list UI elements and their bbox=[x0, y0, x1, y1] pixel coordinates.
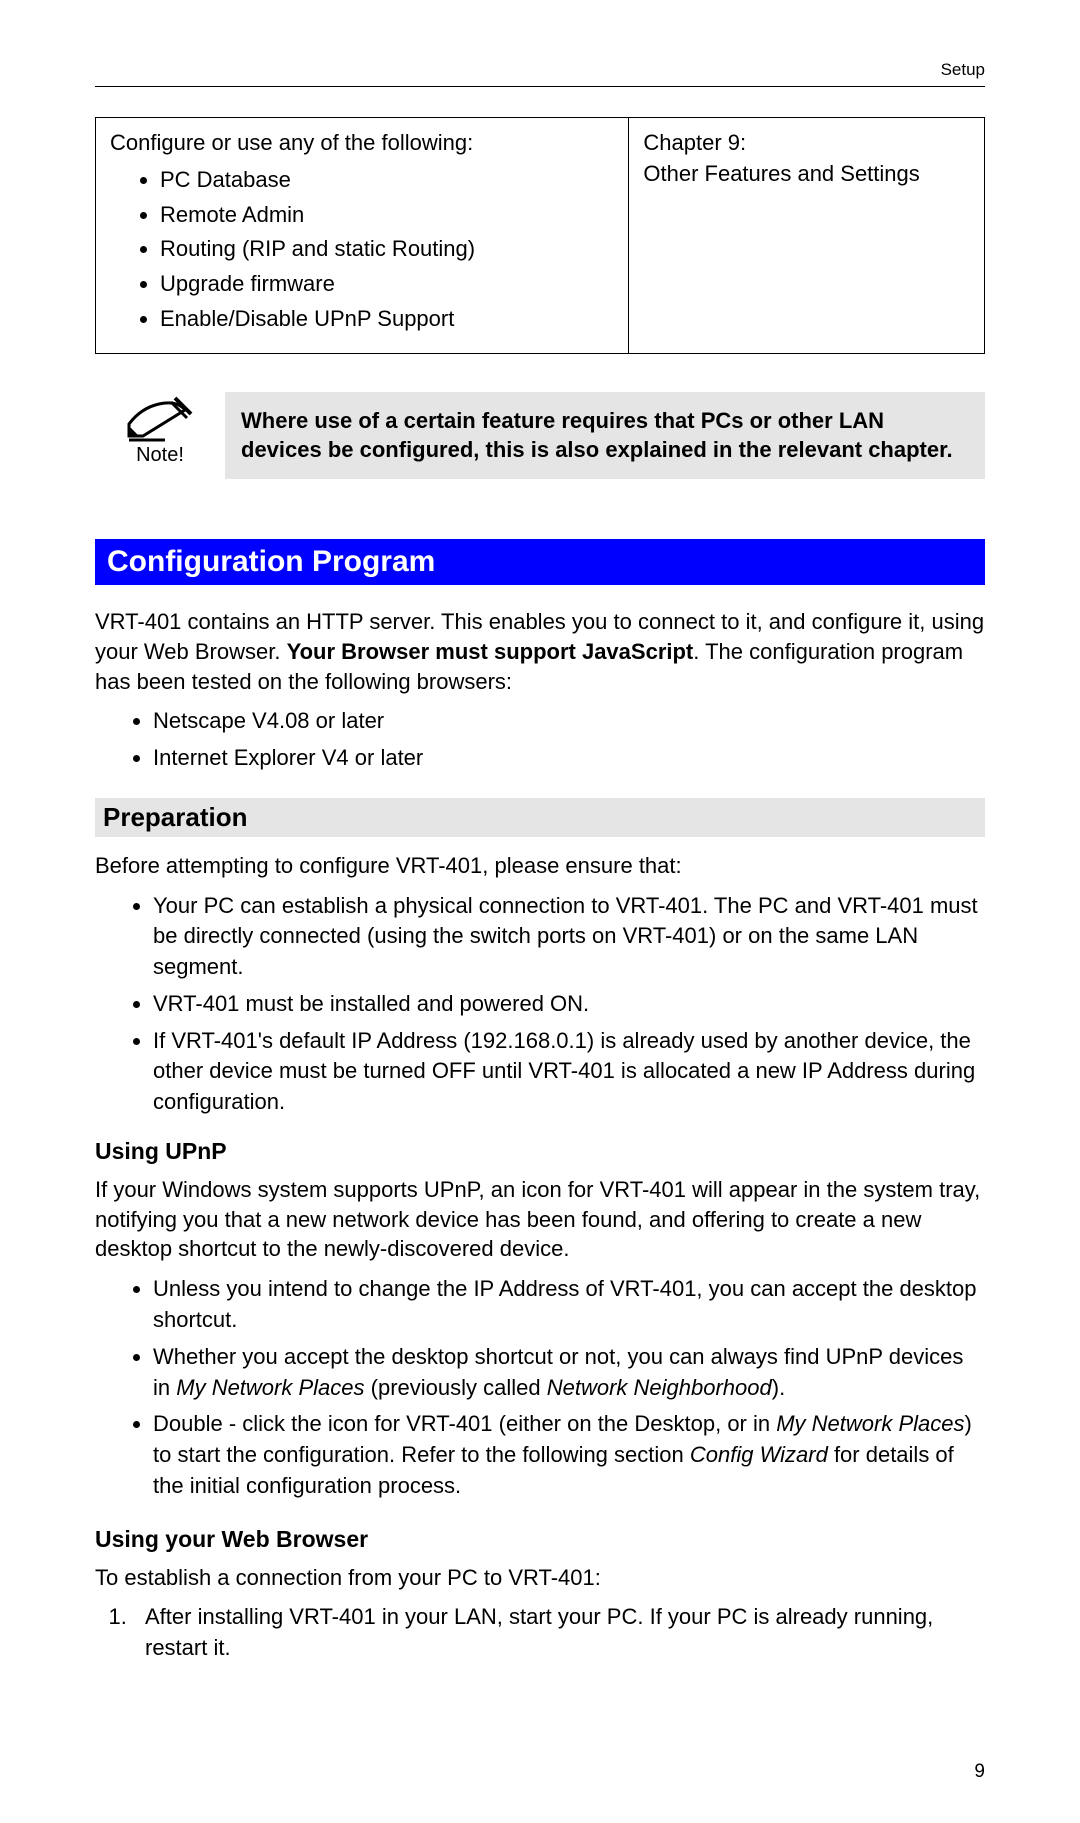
browser-list: Netscape V4.08 or later Internet Explore… bbox=[95, 706, 985, 774]
preparation-item: Your PC can establish a physical connect… bbox=[153, 891, 985, 983]
upnp-item: Whether you accept the desktop shortcut … bbox=[153, 1342, 985, 1404]
chapter-reference: Chapter 9: Other Features and Settings bbox=[643, 130, 919, 186]
upnp-item: Double - click the icon for VRT-401 (eit… bbox=[153, 1409, 985, 1501]
feature-item: Remote Admin bbox=[160, 200, 614, 231]
feature-item: PC Database bbox=[160, 165, 614, 196]
note-label: Note! bbox=[95, 444, 225, 467]
header-rule bbox=[95, 86, 985, 87]
heading-using-upnp: Using UPnP bbox=[95, 1138, 985, 1165]
features-table-left: Configure or use any of the following: P… bbox=[96, 118, 629, 354]
config-intro-bold: Your Browser must support JavaScript bbox=[287, 639, 694, 664]
preparation-item: If VRT-401's default IP Address (192.168… bbox=[153, 1026, 985, 1118]
preparation-list: Your PC can establish a physical connect… bbox=[95, 891, 985, 1119]
heading-using-web-browser: Using your Web Browser bbox=[95, 1526, 985, 1553]
features-table: Configure or use any of the following: P… bbox=[95, 117, 985, 354]
feature-item: Routing (RIP and static Routing) bbox=[160, 234, 614, 265]
note-text: Where use of a certain feature requires … bbox=[225, 392, 985, 479]
page-number: 9 bbox=[974, 1761, 985, 1783]
features-table-right: Chapter 9: Other Features and Settings bbox=[629, 118, 985, 354]
preparation-intro: Before attempting to configure VRT-401, … bbox=[95, 851, 985, 881]
upnp-item: Unless you intend to change the IP Addre… bbox=[153, 1274, 985, 1336]
note-pencil-icon bbox=[125, 396, 195, 442]
feature-item: Upgrade firmware bbox=[160, 269, 614, 300]
web-browser-intro: To establish a connection from your PC t… bbox=[95, 1563, 985, 1593]
web-browser-steps: After installing VRT-401 in your LAN, st… bbox=[95, 1602, 985, 1664]
config-intro-paragraph: VRT-401 contains an HTTP server. This en… bbox=[95, 607, 985, 696]
heading-configuration-program: Configuration Program bbox=[95, 539, 985, 585]
header-section-label: Setup bbox=[95, 60, 985, 80]
preparation-item: VRT-401 must be installed and powered ON… bbox=[153, 989, 985, 1020]
browser-item: Internet Explorer V4 or later bbox=[153, 743, 985, 774]
document-page: Setup Configure or use any of the follow… bbox=[0, 0, 1080, 1823]
heading-preparation: Preparation bbox=[95, 798, 985, 837]
note-callout: Note! Where use of a certain feature req… bbox=[95, 392, 985, 479]
upnp-intro: If your Windows system supports UPnP, an… bbox=[95, 1175, 985, 1264]
features-list: PC Database Remote Admin Routing (RIP an… bbox=[110, 165, 614, 335]
upnp-list: Unless you intend to change the IP Addre… bbox=[95, 1274, 985, 1502]
web-browser-step: After installing VRT-401 in your LAN, st… bbox=[133, 1602, 985, 1664]
browser-item: Netscape V4.08 or later bbox=[153, 706, 985, 737]
note-icon-wrap: Note! bbox=[95, 392, 225, 467]
feature-item: Enable/Disable UPnP Support bbox=[160, 304, 614, 335]
features-intro: Configure or use any of the following: bbox=[110, 130, 473, 155]
